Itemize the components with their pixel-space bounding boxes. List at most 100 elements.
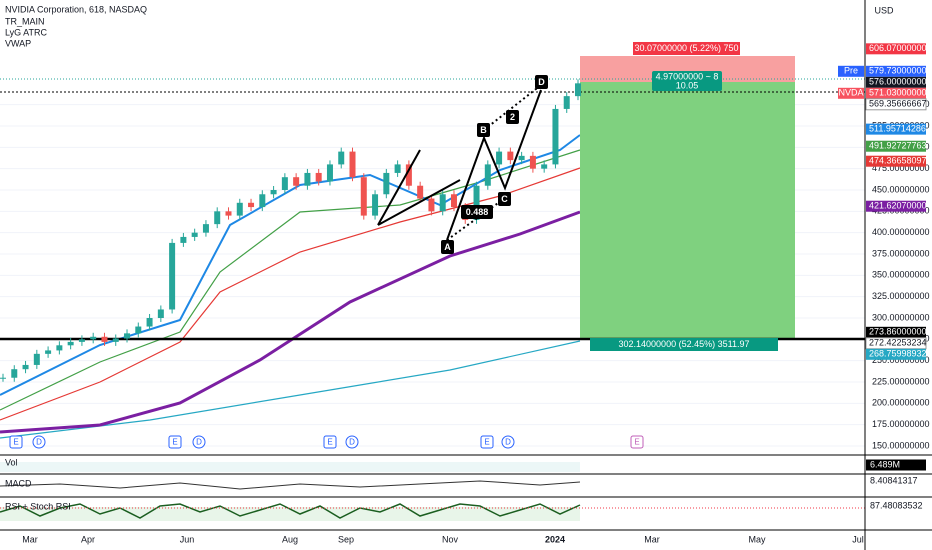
candle-body: [259, 194, 266, 208]
pattern-label: C: [501, 194, 508, 204]
panel-badge: [866, 459, 926, 471]
candle-body: [394, 164, 401, 173]
currency: USD: [874, 5, 894, 15]
target-label: 302.14000000 (52.45%) 3511.97: [619, 339, 750, 349]
pattern-label: A: [444, 242, 451, 252]
price-badge-label: 571.03000000: [869, 88, 927, 98]
candle-body: [518, 155, 525, 161]
volume-strip: [0, 462, 580, 472]
panel-label: Vol: [5, 457, 18, 467]
month-label: Aug: [282, 534, 298, 544]
candles: [0, 79, 581, 382]
target-label-box: [590, 338, 778, 351]
candle-body: [281, 177, 288, 190]
price-badge-label: 606.07000000: [869, 43, 927, 53]
candle-body: [428, 198, 435, 212]
price-badge-label: 272.42253234: [869, 338, 927, 348]
candle-body: [11, 369, 18, 378]
price-badge-label: 569.35666667: [869, 99, 927, 109]
badge-tag-label: Pre: [844, 66, 858, 76]
legend-item: TR_MAIN: [5, 16, 45, 26]
legend-item: LyG ATRC: [5, 27, 48, 37]
candle-body: [293, 177, 300, 186]
month-label: May: [748, 534, 766, 544]
price-tick-label: 325.00000000: [872, 291, 930, 301]
event-marker: [32, 435, 46, 449]
label-box: [461, 205, 493, 219]
candle-body: [552, 108, 559, 165]
candle-body: [473, 185, 480, 220]
pattern-label: 0.488: [466, 207, 489, 217]
wedge-line: [377, 149, 421, 226]
time-axis: Mar Apr Jun Aug Sep Nov 2024 Mar May Jul: [22, 534, 864, 544]
event-marker: [501, 435, 515, 449]
candle-body: [563, 96, 570, 109]
panel-badge-label: 87.48083532: [870, 500, 923, 510]
price-tick-label: 225.00000000: [872, 376, 930, 386]
price-badge: [866, 155, 926, 167]
event-marker: [168, 435, 182, 449]
price-tick-label: 475.00000000: [872, 163, 930, 173]
candle-body: [90, 336, 97, 340]
price-badge: [865, 98, 927, 111]
price-axis: 150.00000000 175.00000000 200.00000000 225.…: [838, 43, 930, 512]
entry-label-box: [652, 71, 722, 91]
price-tick-label: 300.00000000: [872, 312, 930, 322]
price-badge: [866, 140, 926, 152]
ma200-line: [0, 210, 581, 434]
event-label: E: [327, 438, 332, 447]
candle-body: [541, 164, 548, 169]
price-badge: [866, 348, 926, 360]
candle-body: [349, 151, 356, 178]
legend-title: NVIDIA Corporation, 618, NASDAQ: [5, 4, 147, 14]
candle-body: [326, 164, 333, 182]
price-badge: [866, 200, 926, 212]
candle-body: [202, 224, 209, 233]
candle-body: [78, 339, 85, 342]
price-badge: [866, 65, 926, 77]
price-badge-label: 491.92727763: [869, 141, 927, 151]
candle-body: [112, 338, 119, 342]
price-tick-label: 250.00000000: [872, 355, 930, 365]
price-badge: [866, 326, 926, 338]
event-label: D: [505, 438, 511, 447]
event-label: E: [634, 438, 639, 447]
label-box: [477, 123, 490, 137]
month-label: Mar: [22, 534, 38, 544]
candle-body: [101, 336, 108, 342]
candle-body: [405, 164, 412, 186]
candle-body: [304, 172, 311, 186]
candle-body: [360, 177, 367, 216]
candle-body: [372, 194, 379, 216]
pattern-label: 2: [510, 112, 515, 122]
label-box: [441, 240, 454, 254]
price-tick-label: 350.00000000: [872, 270, 930, 280]
price-badge: [866, 87, 926, 99]
price-badge: [866, 76, 926, 88]
label-box: [535, 75, 548, 89]
wedge-line: [377, 179, 461, 226]
price-badge-label: 268.75998932: [869, 349, 927, 359]
panel-badge: [866, 475, 926, 487]
candle-body: [417, 185, 424, 199]
month-label: Sep: [338, 534, 354, 544]
candle-body: [236, 202, 243, 216]
candle-body: [124, 333, 131, 339]
month-label: Jul: [852, 534, 864, 544]
price-badge-label: 579.73000000: [869, 66, 927, 76]
price-badge-label: 511.95714286: [869, 124, 926, 134]
event-marker: [323, 435, 337, 449]
badge-tag-label: NVDA: [838, 88, 863, 98]
price-tick-label: 450.00000000: [872, 184, 930, 194]
stop-label: 30.07000000 (5.22%) 750: [634, 43, 738, 53]
event-label: D: [196, 438, 202, 447]
price-tick-label: 200.00000000: [872, 398, 930, 408]
price-tick-label: 375.00000000: [872, 248, 930, 258]
target-zone: [580, 82, 795, 338]
month-label: Nov: [442, 534, 459, 544]
candle-body: [315, 172, 322, 182]
pattern-label: B: [480, 125, 487, 135]
candle-body: [56, 345, 63, 351]
candle-body: [225, 211, 232, 216]
